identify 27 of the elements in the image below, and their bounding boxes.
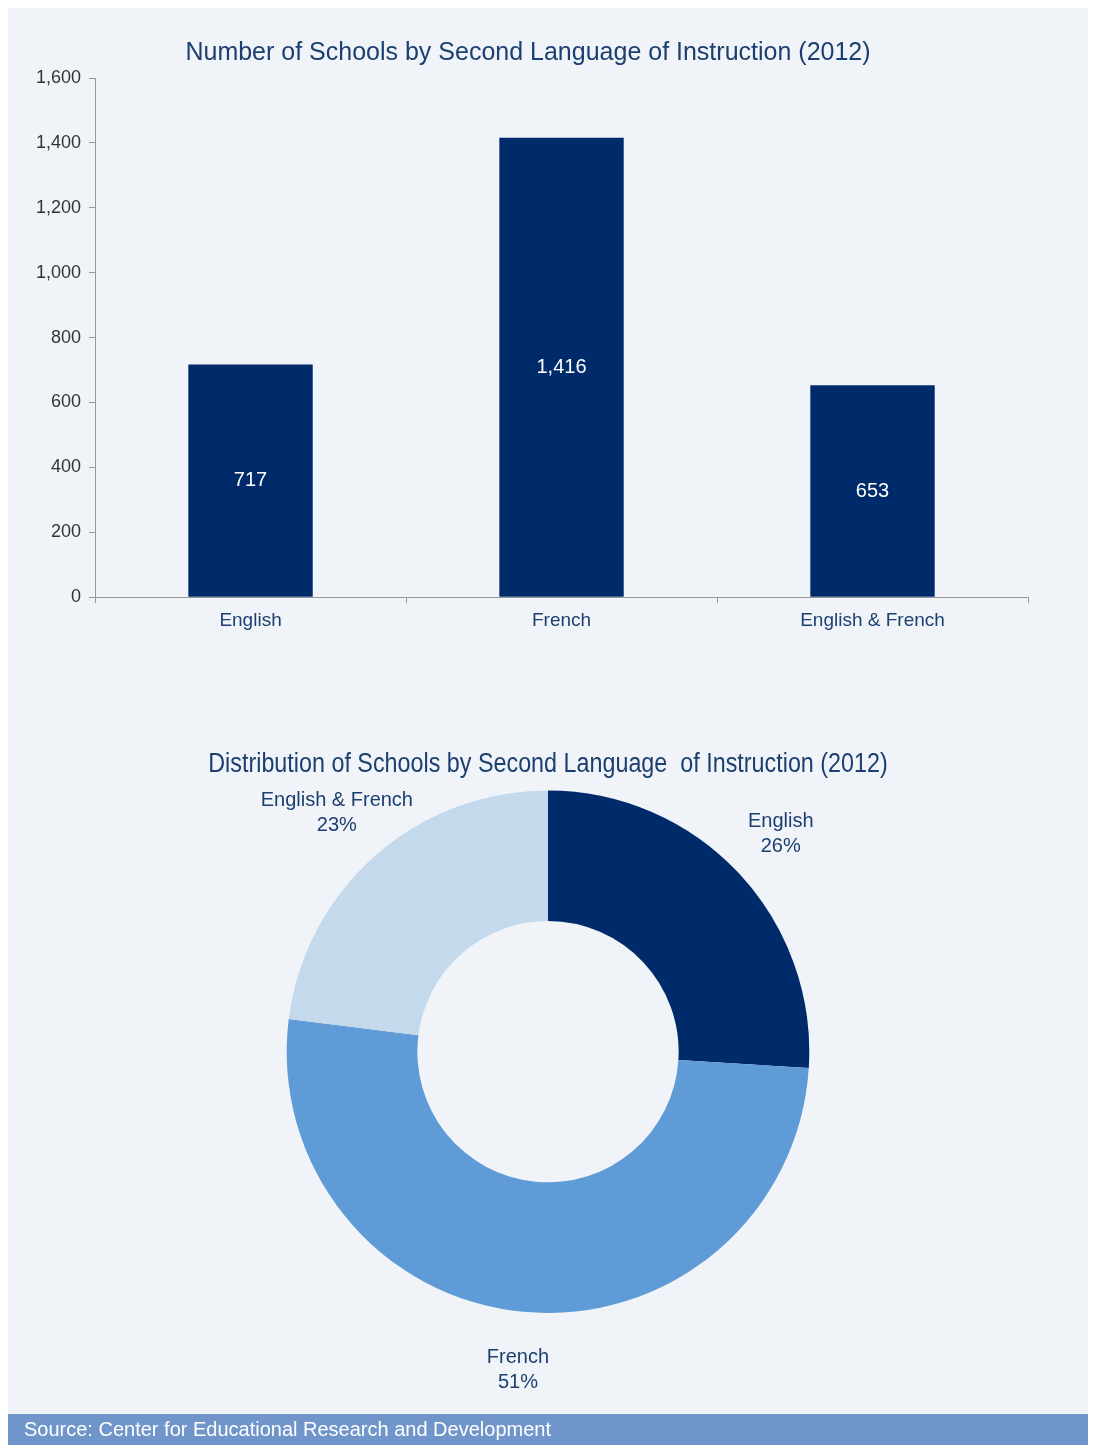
y-tick-label: 1,400 [36,131,82,152]
chart-title: Number of Schools by Second Language of Instruction (2012) [185,36,871,65]
bar [810,385,935,597]
y-tick-label: 600 [51,391,82,412]
data-label: 653 [855,478,890,501]
slice-label: French [486,1345,550,1368]
bar [188,364,313,597]
x-tick-label: French [531,608,592,630]
slice-label: English & French [260,787,413,810]
data-label: 1,416 [536,354,587,377]
x-tick-label: English [219,608,282,630]
chart-title: Distribution of Schools by Second Language of Instruction (2012) [208,747,888,777]
data-label: 26% [760,833,801,856]
y-tick-label: 1,000 [36,261,82,282]
x-tick-label: English & French [800,608,945,630]
data-label: 23% [316,812,358,835]
y-tick-label: 800 [51,326,82,347]
y-tick-label: 1,600 [36,66,82,87]
y-tick-label: 200 [51,521,82,542]
y-tick-label: 0 [71,586,82,607]
slice-label: English [747,808,814,831]
y-tick-label: 400 [51,456,82,477]
data-label: 717 [233,468,268,491]
bar [499,137,624,597]
y-tick-label: 1,200 [36,196,82,217]
source-note: Source: Center for Educational Research and Development [8,1414,1088,1445]
data-label: 51% [497,1370,539,1393]
